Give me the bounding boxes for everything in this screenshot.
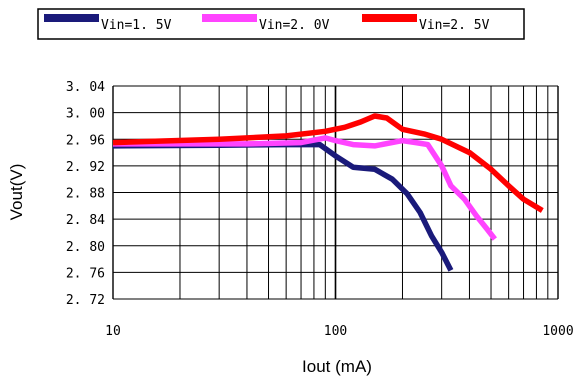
legend-swatch-vin-1-5v [44, 14, 99, 22]
legend-label-vin-2-5v: Vin=2. 5V [419, 18, 490, 33]
y-tick-label: 3. 00 [66, 107, 105, 122]
series-line-1 [113, 135, 497, 241]
x-tick-label: 1000 [542, 324, 573, 339]
legend-swatch-vin-2-5v [362, 14, 417, 22]
legend-label-vin-1-5v: Vin=1. 5V [101, 18, 172, 33]
legend-label-vin-2-0v: Vin=2. 0V [259, 18, 330, 33]
series-line-2 [112, 113, 544, 213]
plot-area: 3. 04 3. 00 2. 96 2. 92 2. 88 2. 84 2. 80 2. 76… [66, 80, 574, 339]
y-axis-title: Vout(V) [7, 164, 26, 221]
legend-swatch-vin-2-0v [202, 14, 257, 22]
y-tick-label: 2. 96 [66, 133, 105, 148]
x-tick-label: 100 [324, 324, 347, 339]
y-tick-label: 3. 04 [66, 80, 105, 95]
y-tick-label: 2. 84 [66, 213, 105, 228]
x-tick-label: 10 [105, 324, 121, 339]
y-tick-label: 2. 76 [66, 266, 105, 281]
y-tick-label: 2. 88 [66, 187, 105, 202]
x-axis-title: Iout (mA) [302, 357, 372, 376]
y-tick-label: 2. 72 [66, 293, 105, 308]
legend-box [37, 8, 525, 40]
legend: Vin=1. 5V Vin=2. 0V Vin=2. 5V [37, 8, 525, 40]
y-tick-label: 2. 80 [66, 240, 105, 255]
y-tick-label: 2. 92 [66, 160, 105, 175]
